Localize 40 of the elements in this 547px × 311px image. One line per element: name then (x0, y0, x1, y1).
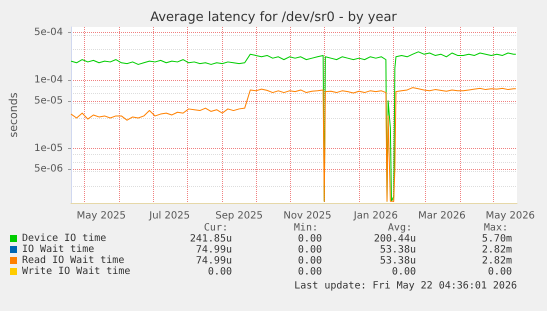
x-tick-label: Nov 2025 (283, 210, 332, 222)
x-tick-label: Mar 2026 (418, 210, 466, 222)
text: 2.82m (482, 244, 512, 256)
y-tick-label: 5e-04 (34, 26, 63, 38)
text: 74.99u (196, 244, 232, 256)
y-tick-label: 1e-05 (34, 143, 63, 154)
y-tick-label: 1e-04 (34, 74, 63, 86)
y-axis-title: seconds (7, 92, 20, 138)
y-tick-label: 5e-06 (34, 164, 63, 175)
legend-label: Read IO Wait time (22, 255, 124, 266)
text: Cur: (204, 222, 228, 234)
text: 0.00 (298, 244, 322, 256)
text: 241.85u (190, 234, 232, 244)
text: 0.00 (488, 266, 512, 278)
text: 0.00 (208, 266, 232, 278)
text: Min: (294, 222, 318, 234)
text: 0.00 (298, 266, 322, 278)
text: Max: (484, 222, 508, 234)
text: 53.38u (380, 244, 416, 256)
x-tick-label: May 2025 (76, 210, 126, 222)
line-series (70, 87, 516, 202)
x-tick-label: May 2026 (486, 210, 535, 222)
text: 74.99u (196, 256, 232, 266)
text: 53.38u (380, 256, 416, 266)
text: 200.44u (374, 234, 416, 244)
text: 0.00 (298, 256, 322, 266)
text: 5.70m (482, 234, 512, 244)
text: 0.00 (298, 234, 322, 244)
y-tick-label: 5e-05 (34, 95, 63, 106)
text: Last update: Fri May 22 04:36:01 2026 (294, 280, 517, 292)
chart-title: Average latency for /dev/sr0 - by year (150, 10, 398, 25)
x-tick-label: Sep 2025 (215, 210, 263, 222)
legend-label: Device IO time (22, 233, 106, 244)
x-tick-label: Jan 2026 (352, 210, 398, 222)
text: 2.82m (482, 256, 512, 266)
text: 0.00 (392, 266, 416, 278)
legend-label: IO Wait time (22, 244, 94, 255)
legend-label: Write IO Wait time (22, 266, 130, 277)
x-tick-label: Jul 2025 (148, 210, 190, 222)
text: Avg: (388, 222, 412, 234)
